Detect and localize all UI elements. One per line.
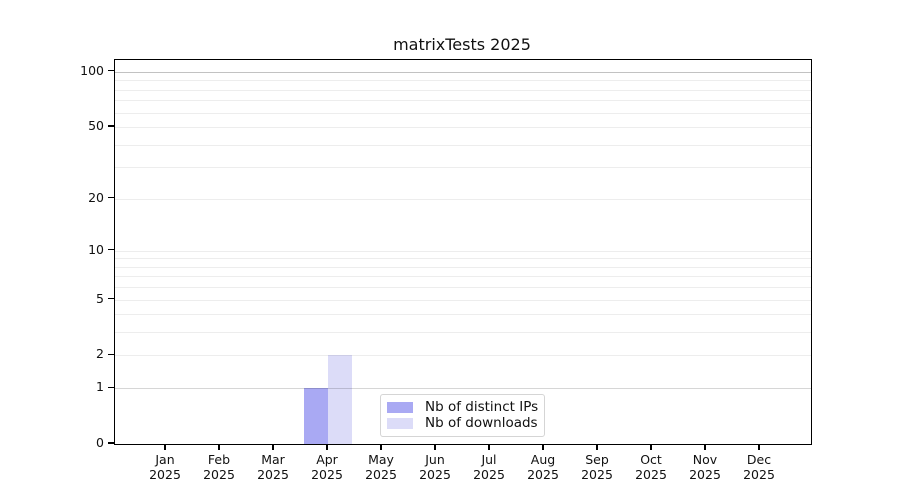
x-label-month: Feb (207, 452, 231, 467)
gridline-y-1 (115, 388, 811, 390)
x-label-year: 2025 (203, 467, 235, 482)
y-tick-5 (108, 297, 114, 300)
y-tick-label-2: 2 (96, 346, 104, 362)
x-tick-label-jul: Jul 2025 (459, 452, 519, 482)
x-tick-jul (488, 444, 490, 450)
legend-label: Nb of downloads (425, 415, 538, 431)
x-label-month: Sep (585, 452, 609, 467)
x-tick-jun (434, 444, 436, 450)
bars-layer (115, 60, 811, 444)
x-tick-feb (218, 444, 220, 450)
y-tick-10 (108, 249, 114, 251)
x-tick-label-apr: Apr 2025 (297, 452, 357, 482)
y-tick-label-1: 1 (96, 379, 104, 395)
x-tick-jan (164, 444, 166, 450)
x-label-month: Jun (425, 452, 445, 467)
y-tick-label-10: 10 (88, 241, 104, 257)
gridline-y-60 (115, 112, 811, 114)
x-tick-oct (650, 444, 652, 450)
chart-title: matrixTests 2025 (393, 35, 531, 54)
y-tick-label-0: 0 (96, 435, 104, 450)
gridline-y-70 (115, 100, 811, 102)
gridline-y-30 (115, 167, 811, 169)
gridline-y-10 (115, 250, 811, 252)
y-tick-label-5: 5 (96, 290, 104, 306)
plot-area: Nb of distinct IPs Nb of downloads (114, 59, 812, 445)
x-tick-mar (272, 444, 274, 450)
bar-downloads (328, 355, 352, 444)
x-label-year: 2025 (473, 467, 505, 482)
x-label-month: Apr (316, 452, 338, 467)
gridline-y-3 (115, 332, 811, 334)
y-tick-label-50: 50 (88, 118, 104, 133)
x-tick-label-jan: Jan 2025 (135, 452, 195, 482)
x-label-year: 2025 (743, 467, 775, 482)
gridline-y-40 (115, 144, 811, 146)
y-tick-1 (108, 386, 114, 388)
x-tick-may (380, 444, 382, 450)
gridline-y-20 (115, 198, 811, 200)
x-label-month: Nov (692, 452, 718, 467)
gridline-y-8 (115, 266, 811, 268)
x-tick-label-feb: Feb 2025 (189, 452, 249, 482)
x-label-month: Oct (640, 452, 662, 467)
legend-entry-downloads: Nb of downloads (387, 415, 538, 431)
x-tick-label-oct: Oct 2025 (621, 452, 681, 482)
x-tick-dec (758, 444, 760, 450)
x-label-month: Jul (481, 452, 497, 467)
legend-swatch (387, 402, 413, 413)
x-label-year: 2025 (581, 467, 613, 482)
y-tick-2 (108, 353, 114, 355)
x-tick-label-mar: Mar 2025 (243, 452, 303, 482)
x-label-year: 2025 (257, 467, 289, 482)
x-label-year: 2025 (689, 467, 721, 482)
legend: Nb of distinct IPs Nb of downloads (380, 394, 545, 437)
x-tick-aug (542, 444, 544, 450)
gridline-y-50 (115, 127, 811, 128)
y-tick-label-100: 100 (80, 62, 104, 78)
gridline-y-7 (115, 276, 811, 278)
x-label-year: 2025 (149, 467, 181, 482)
x-label-month: Dec (746, 452, 772, 467)
y-tick-20 (108, 196, 114, 199)
gridline-y-5 (115, 299, 811, 301)
x-tick-nov (704, 444, 706, 450)
x-tick-label-aug: Aug 2025 (513, 452, 573, 482)
legend-entry-distinct-ips: Nb of distinct IPs (387, 399, 539, 415)
grid-layer (115, 60, 811, 444)
x-label-year: 2025 (365, 467, 397, 482)
x-label-month: Mar (261, 452, 285, 467)
x-tick-label-dec: Dec 2025 (729, 452, 789, 482)
legend-swatch (387, 418, 413, 429)
gridline-y-9 (115, 258, 811, 260)
x-label-year: 2025 (311, 467, 343, 482)
x-label-month: May (368, 452, 394, 467)
x-label-year: 2025 (419, 467, 451, 482)
gridline-y-90 (115, 80, 811, 82)
y-tick-50 (108, 125, 114, 127)
gridline-y-100 (115, 71, 811, 73)
x-tick-label-nov: Nov 2025 (675, 452, 735, 482)
x-label-month: Jan (155, 452, 175, 467)
x-label-month: Aug (530, 452, 556, 467)
gridline-y-80 (115, 89, 811, 91)
gridline-y-6 (115, 287, 811, 289)
x-tick-sep (596, 444, 598, 450)
y-tick-0 (108, 442, 114, 444)
legend-label: Nb of distinct IPs (425, 399, 539, 415)
x-tick-label-sep: Sep 2025 (567, 452, 627, 482)
gridline-y-4 (115, 314, 811, 316)
x-tick-label-jun: Jun 2025 (405, 452, 465, 482)
x-label-year: 2025 (527, 467, 559, 482)
x-tick-apr (326, 444, 328, 450)
gridline-y-2 (115, 355, 811, 357)
y-tick-label-20: 20 (88, 189, 104, 205)
bar-distinct-ips (304, 388, 328, 444)
x-tick-label-may: May 2025 (351, 452, 411, 482)
x-label-year: 2025 (635, 467, 667, 482)
y-tick-100 (108, 70, 114, 72)
